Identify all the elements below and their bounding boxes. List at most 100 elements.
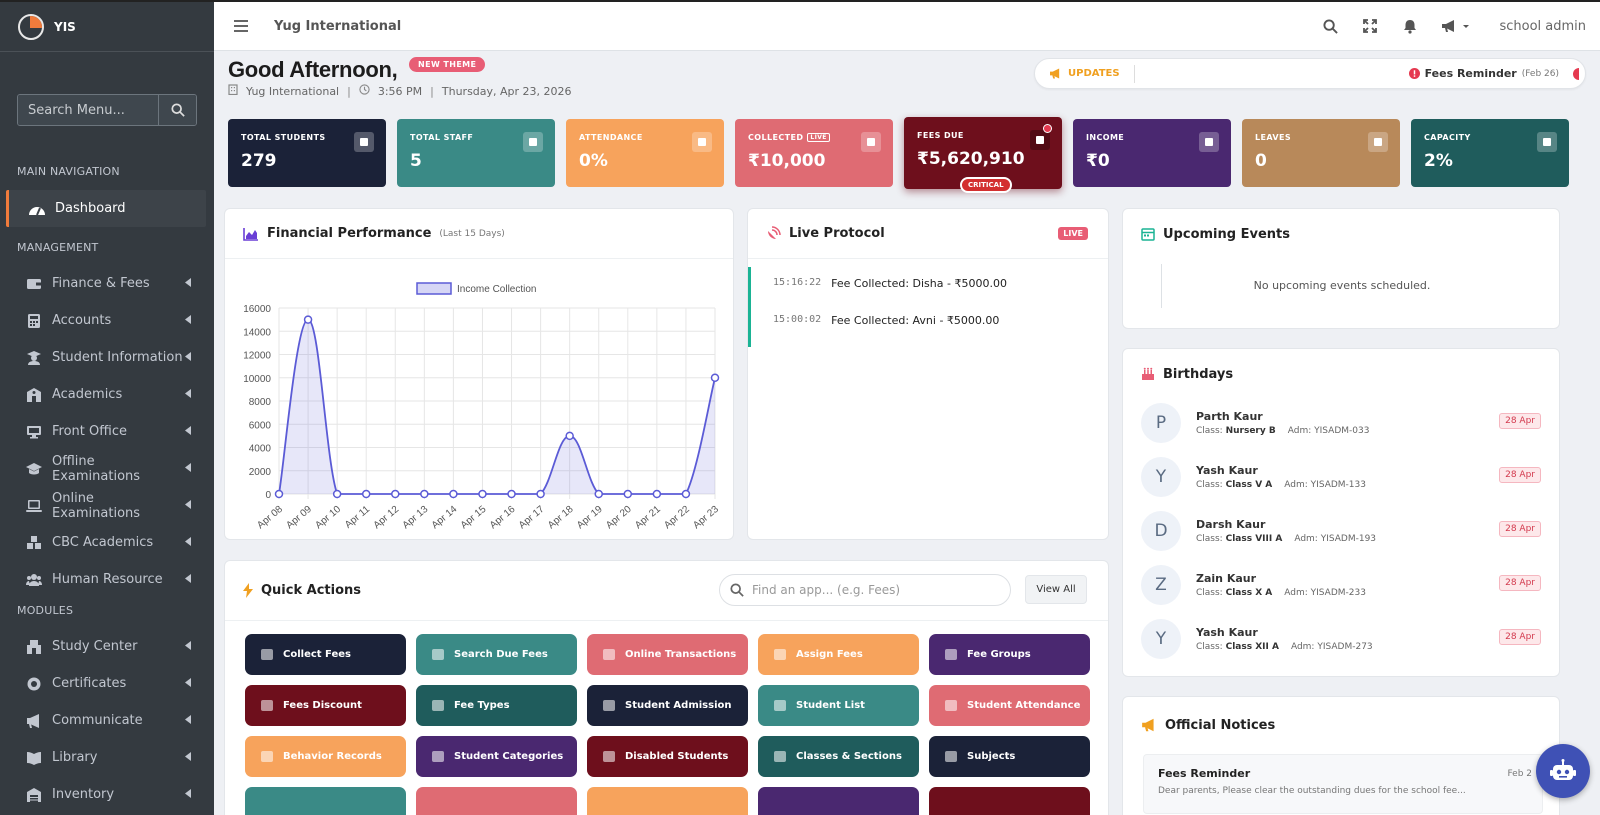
sidebar-item-label: Certificates: [52, 676, 127, 691]
divider: |: [430, 84, 434, 98]
quick-action-label: Fee Types: [454, 700, 510, 711]
sidebar-item-dashboard[interactable]: Dashboard: [6, 190, 206, 227]
stat-label: LEAVES: [1255, 133, 1292, 142]
alert-dot-icon: [1043, 124, 1052, 133]
layers-icon: [943, 648, 959, 662]
stat-card-attendance[interactable]: ATTENDANCE 0%: [566, 119, 724, 187]
bullhorn-icon: [1050, 68, 1060, 79]
menu-search-button[interactable]: [158, 95, 196, 125]
stat-value: 0%: [579, 151, 608, 171]
new-theme-badge[interactable]: NEW THEME: [409, 57, 486, 72]
birthday-row[interactable]: D Darsh Kaur Class: Class VIII A Adm: YISAD…: [1141, 511, 1541, 551]
chevron-left-icon: [185, 573, 192, 586]
financial-subtitle: (Last 15 Days): [439, 228, 505, 239]
quick-action-label: Classes & Sections: [796, 751, 902, 762]
school-icon: [24, 387, 44, 403]
quick-action-fee-types[interactable]: Fee Types: [416, 685, 577, 726]
stat-card-leaves[interactable]: LEAVES 0: [1242, 119, 1400, 187]
quick-action-assign-fees[interactable]: Assign Fees: [758, 634, 919, 675]
quick-action-behavior-records[interactable]: Behavior Records: [245, 736, 406, 777]
protocol-title: Live Protocol: [789, 226, 885, 241]
quick-action-partial[interactable]: [416, 787, 577, 815]
certificate-icon: [24, 676, 44, 692]
sidebar-item-inventory[interactable]: Inventory: [0, 776, 214, 813]
bell-icon[interactable]: [1401, 17, 1419, 35]
sidebar-item-accounts[interactable]: Accounts: [0, 302, 214, 339]
sidebar-item-human-resource[interactable]: Human Resource: [0, 561, 214, 598]
brand[interactable]: YIS: [0, 2, 214, 52]
birthday-details: Class: Class V A Adm: YISADM-133: [1196, 480, 1366, 490]
quick-action-online-transactions[interactable]: Online Transactions: [587, 634, 748, 675]
birthday-row[interactable]: Y Yash Kaur Class: Class XII A Adm: YISADM-…: [1141, 619, 1541, 659]
stat-card-capacity[interactable]: CAPACITY 2%: [1411, 119, 1569, 187]
study-icon: [24, 639, 44, 655]
user-menu[interactable]: school admin: [1499, 18, 1586, 34]
updates-ticker[interactable]: UPDATES Fees Reminder (Feb 26): [1034, 58, 1586, 89]
menu-toggle-icon[interactable]: [234, 17, 248, 35]
sidebar-item-finance-fees[interactable]: Finance & Fees: [0, 265, 214, 302]
x-tick-label: Apr 18: [546, 504, 576, 532]
menu-search-input[interactable]: [18, 95, 158, 125]
user-graduate-icon: [24, 350, 44, 366]
stat-card-income[interactable]: INCOME ₹0: [1073, 119, 1231, 187]
sidebar-item-academics[interactable]: Academics: [0, 376, 214, 413]
stat-card-collected[interactable]: COLLECTED LIVE ₹10,000: [735, 119, 893, 187]
chevron-left-icon: [185, 388, 192, 401]
user-slash-icon: [601, 750, 617, 764]
sidebar-item-offline-examinations[interactable]: Offline Examinations: [0, 450, 214, 487]
protocol-time: 15:16:22: [773, 277, 822, 288]
stat-card-total-students[interactable]: TOTAL STUDENTS 279: [228, 119, 386, 187]
quick-action-search-due-fees[interactable]: Search Due Fees: [416, 634, 577, 675]
sidebar-item-library[interactable]: Library: [0, 739, 214, 776]
fullscreen-icon[interactable]: [1361, 17, 1379, 35]
quick-action-partial[interactable]: [929, 787, 1090, 815]
quick-action-fee-groups[interactable]: Fee Groups: [929, 634, 1090, 675]
sidebar-item-cbc-academics[interactable]: CBC Academics: [0, 524, 214, 561]
alert-icon: [1030, 130, 1050, 150]
quick-action-partial[interactable]: [587, 787, 748, 815]
quick-action-classes-sections[interactable]: Classes & Sections: [758, 736, 919, 777]
view-all-button[interactable]: View All: [1025, 575, 1087, 604]
chevron-left-icon: [185, 277, 192, 290]
sidebar-item-communicate[interactable]: Communicate: [0, 702, 214, 739]
quick-action-subjects[interactable]: Subjects: [929, 736, 1090, 777]
stat-value: 2%: [1424, 151, 1453, 171]
graduation-cap-icon: [24, 461, 44, 477]
quick-action-student-attendance[interactable]: Student Attendance: [929, 685, 1090, 726]
stat-cards: TOTAL STUDENTS 279 TOTAL STAFF 5 ATTENDANCE 0…: [228, 117, 1569, 193]
quick-action-partial[interactable]: [245, 787, 406, 815]
birthday-row[interactable]: Y Yash Kaur Class: Class V A Adm: YISADM-13…: [1141, 457, 1541, 497]
quick-action-collect-fees[interactable]: Collect Fees: [245, 634, 406, 675]
stat-card-fees-due[interactable]: FEES DUE ₹5,620,910 CRITICAL: [904, 117, 1062, 193]
birthday-row[interactable]: Z Zain Kaur Class: Class X A Adm: YISADM-23…: [1141, 565, 1541, 605]
sidebar-item-front-office[interactable]: Front Office: [0, 413, 214, 450]
sidebar-item-student-information[interactable]: Student Information: [0, 339, 214, 376]
birthday-row[interactable]: P Parth Kaur Class: Nursery B Adm: YISADM-0…: [1141, 403, 1541, 443]
sidebar-item-certificates[interactable]: Certificates: [0, 665, 214, 702]
bullhorn-dropdown-icon[interactable]: [1441, 17, 1471, 35]
app-search-input[interactable]: [752, 583, 992, 597]
notice-body: Dear parents, Please clear the outstandi…: [1158, 786, 1466, 796]
quick-action-disabled-students[interactable]: Disabled Students: [587, 736, 748, 777]
quick-action-partial[interactable]: [758, 787, 919, 815]
sidebar-item-study-center[interactable]: Study Center: [0, 628, 214, 665]
x-tick-label: Apr 16: [488, 504, 518, 532]
quick-action-label: Online Transactions: [625, 649, 737, 660]
chatbot-button[interactable]: [1536, 744, 1590, 798]
quick-action-label: Student Categories: [454, 751, 564, 762]
quick-action-student-categories[interactable]: Student Categories: [416, 736, 577, 777]
quick-action-fees-discount[interactable]: Fees Discount: [245, 685, 406, 726]
page-subline: Yug International | 3:56 PM | Thursday, …: [228, 84, 572, 98]
stat-card-total-staff[interactable]: TOTAL STAFF 5: [397, 119, 555, 187]
data-point: [652, 489, 662, 499]
sidebar-item-online-examinations[interactable]: Online Examinations: [0, 487, 214, 524]
quick-action-student-admission[interactable]: Student Admission: [587, 685, 748, 726]
notice-item[interactable]: Fees Reminder Feb 2 Dear parents, Please…: [1143, 754, 1543, 814]
chevron-left-icon: [185, 314, 192, 327]
updates-item[interactable]: Fees Reminder (Feb 26): [1408, 67, 1559, 80]
avatar: Z: [1141, 565, 1181, 605]
quick-action-student-list[interactable]: Student List: [758, 685, 919, 726]
sidebar-item-label: Student Information: [52, 350, 183, 365]
search-icon[interactable]: [1321, 17, 1339, 35]
quick-action-label: Subjects: [967, 751, 1016, 762]
